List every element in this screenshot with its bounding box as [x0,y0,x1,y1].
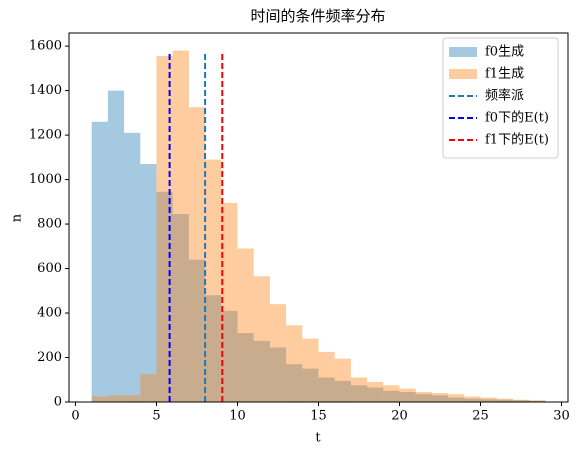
y-tick-label: 400 [37,306,62,321]
legend-swatch [449,69,477,79]
histogram-bar [91,121,108,403]
histogram-bar [350,377,368,402]
legend-box [442,37,559,159]
histogram-bar [140,164,157,402]
histogram-bar [480,399,497,402]
y-tick-label: 0 [54,395,62,410]
histogram-bar [334,380,351,402]
x-tick-label: 0 [71,409,79,424]
histogram-bar [496,399,513,402]
histogram-bar [512,400,530,402]
histogram-bar [205,159,222,402]
legend-swatch [449,47,477,57]
histogram-bar [253,340,270,402]
legend-label: f0生成 [485,45,524,60]
histogram-bar [415,394,432,402]
histogram-bar [448,394,465,402]
y-tick-label: 200 [37,350,62,365]
histogram-bar [269,347,287,402]
y-axis-label: n [10,213,25,222]
histogram-bar [529,400,546,402]
histogram-bar [383,385,400,402]
histogram-bar [399,391,416,402]
histogram-bar [383,390,400,402]
histogram-bar [318,377,335,402]
x-tick-label: 15 [310,409,327,424]
y-tick-label: 1000 [29,172,62,187]
histogram-bar [286,364,303,402]
histogram-bar [172,214,189,402]
histogram-bar [464,398,481,402]
chart-title: 时间的条件频率分布 [250,7,385,25]
histogram-bar [237,333,254,402]
histogram-bar [237,248,254,402]
histogram-bar [205,295,222,402]
histogram-bar [188,107,206,402]
histogram-bar [172,50,189,402]
histogram-bar [431,393,449,402]
histogram-bar [399,388,416,402]
histogram-bar [367,381,384,402]
histogram-bar [221,310,238,402]
histogram-bar [480,397,497,402]
histogram-bar [91,396,108,402]
histogram-bar [302,368,319,402]
histogram-bar [334,358,351,402]
y-tick-label: 600 [37,261,62,276]
histogram-bar [512,399,530,402]
legend-label: f1下的E(t) [485,132,549,148]
histogram-bar [367,387,384,402]
y-tick-label: 1200 [29,128,62,143]
x-tick-label: 10 [229,409,246,424]
x-tick-label: 25 [472,409,489,424]
y-tick-label: 1600 [29,39,62,54]
histogram-bar [124,395,141,402]
histogram-bar [529,400,546,402]
histogram-bar [496,398,513,402]
legend-label: f0下的E(t) [485,110,549,126]
histogram-bar [318,351,335,402]
histogram-bar [448,397,465,402]
y-tick-label: 800 [37,217,62,232]
histogram-bar [124,132,141,403]
histogram-bar [140,374,157,402]
histogram-bar [188,259,206,402]
histogram-bar [107,395,125,402]
histogram-bar [253,276,270,402]
histogram-bar [302,338,319,402]
x-tick-label: 20 [391,409,408,424]
x-tick-label: 5 [152,409,160,424]
y-tick-label: 1400 [29,83,62,98]
histogram-bar [221,202,238,402]
histogram-bar [107,90,125,402]
legend-label: 频率派 [485,88,524,104]
x-tick-label: 30 [553,409,570,424]
histogram-bar [415,391,432,402]
histogram-bar [350,385,368,402]
histogram-bar [431,395,449,402]
histogram-bar [286,325,303,402]
histogram-bar [269,304,287,402]
histogram-bar [464,396,481,402]
legend-label: f1生成 [485,67,524,82]
x-axis-label: t [315,431,321,446]
